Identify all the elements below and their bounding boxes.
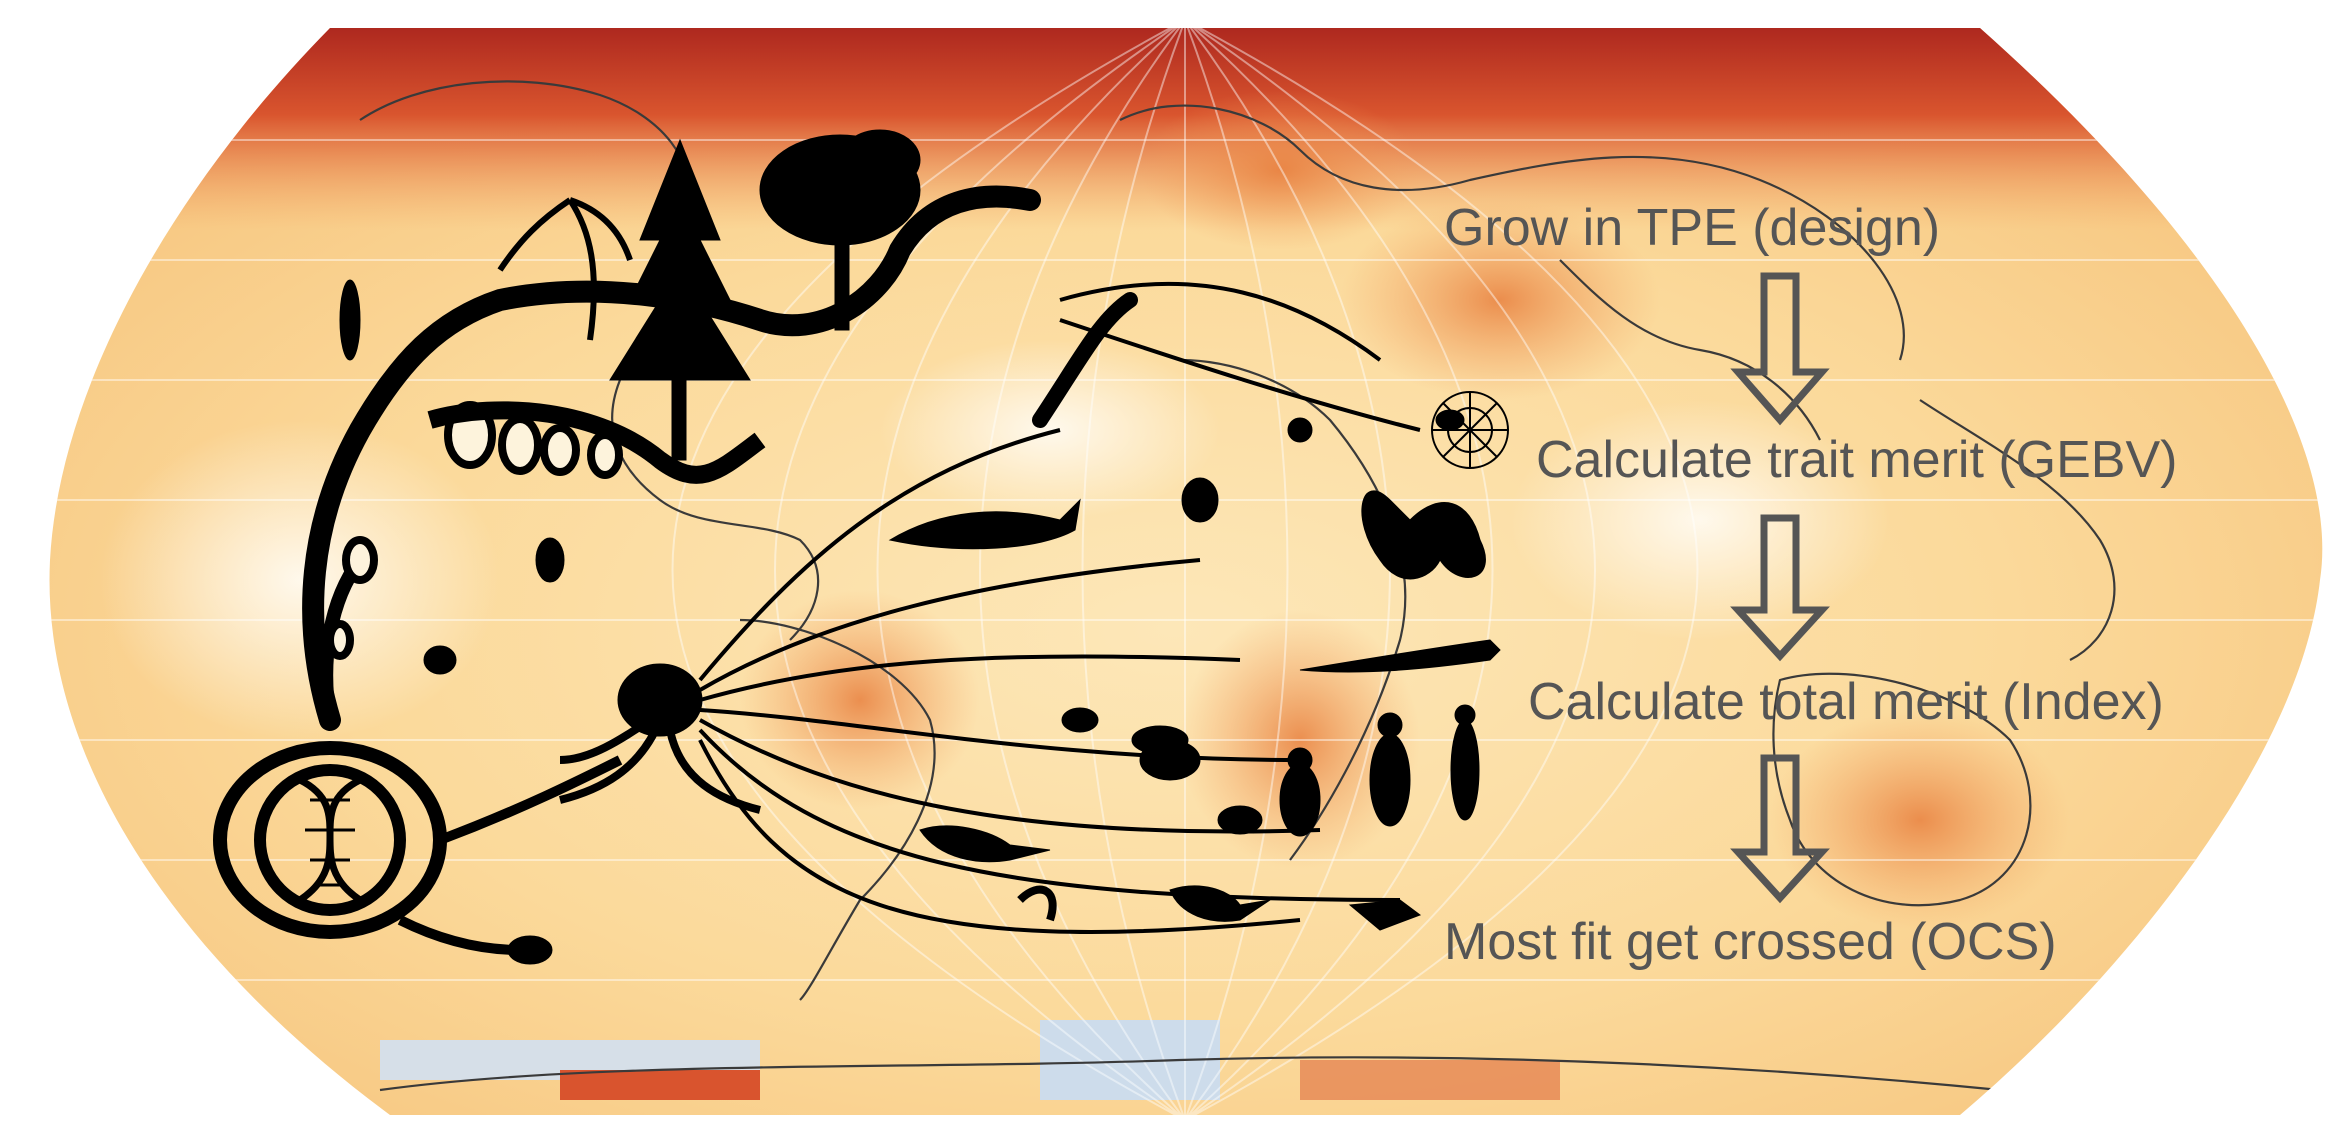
step-total-merit-label: Calculate total merit (Index) <box>1528 673 2164 731</box>
down-arrow-icon <box>1730 272 1830 426</box>
down-arrow-icon <box>1730 754 1830 904</box>
tree-of-life-illustration <box>213 129 1509 965</box>
step-grow-label: Grow in TPE (design) <box>1444 199 1941 257</box>
step-trait-merit-label: Calculate trait merit (GEBV) <box>1536 431 2178 489</box>
step-crossed-label: Most fit get crossed (OCS) <box>1444 913 2057 971</box>
down-arrow-icon <box>1730 514 1830 662</box>
